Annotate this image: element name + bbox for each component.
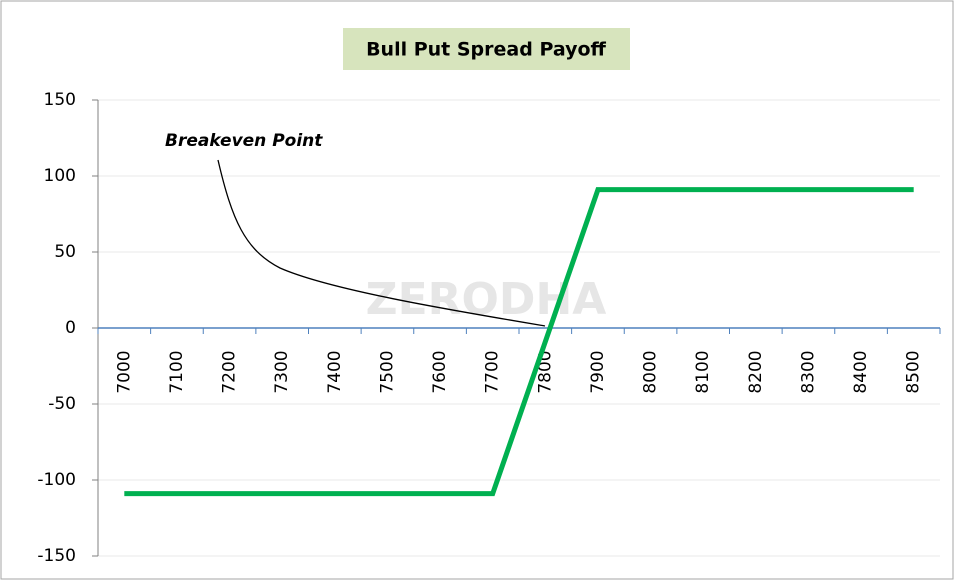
x-tick-label: 8400 [851, 350, 871, 393]
y-tick-label: -50 [48, 394, 76, 414]
x-tick-label: 7900 [588, 350, 608, 393]
x-tick-label: 8100 [693, 350, 713, 393]
annotation-arrow [217, 159, 546, 327]
x-tick-label: 7700 [483, 350, 503, 393]
x-tick-label: 8300 [798, 350, 818, 393]
annotation: Breakeven Point [165, 131, 323, 151]
x-tick-label: 7000 [114, 350, 134, 393]
watermark: ZERODHA [366, 274, 607, 325]
x-tick-label: 7400 [325, 350, 345, 393]
y-tick-label: 50 [54, 242, 76, 262]
x-tick-label: 7100 [167, 350, 187, 393]
title-box [343, 28, 630, 70]
x-tick-label: 8000 [641, 350, 661, 393]
chart-title: Bull Put Spread Payoff [366, 39, 606, 61]
y-tick-label: -100 [37, 470, 76, 490]
y-tick-label: 0 [65, 318, 76, 338]
x-tick-label: 8500 [904, 350, 924, 393]
x-tick-label: 8200 [746, 350, 766, 393]
y-tick-label: -150 [37, 546, 76, 566]
x-tick-label: 7200 [220, 350, 240, 393]
payoff-line [124, 187, 914, 497]
x-tick-label: 7300 [272, 350, 292, 393]
y-tick-label: 100 [44, 166, 76, 186]
x-tick-label: 7500 [377, 350, 397, 393]
x-tick-label: 7600 [430, 350, 450, 393]
y-tick-label: 150 [44, 90, 76, 110]
